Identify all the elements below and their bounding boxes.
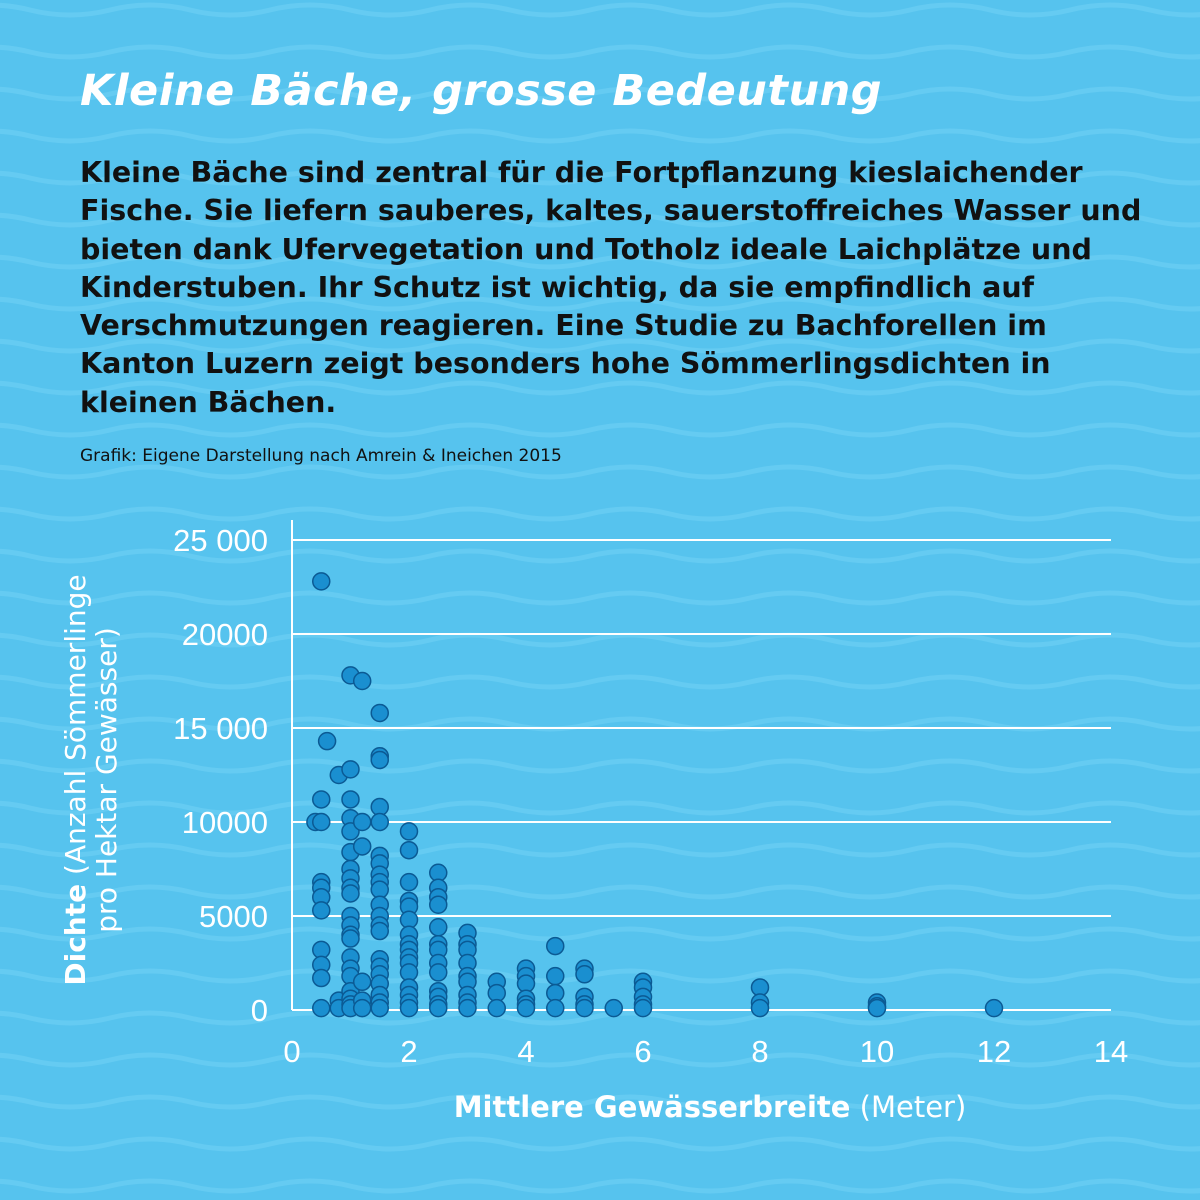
y-axis-label: Dichte (Anzahl Sömmerlinge pro Hektar Ge… [59,560,123,1000]
data-point [317,731,337,751]
x-tick-label: 0 [283,1034,300,1069]
y-axis-label-line2: pro Hektar Gewässer) [90,627,123,933]
data-point [399,840,419,860]
y-axis-label-line1: (Anzahl Sömmerlinge [59,574,92,875]
data-point [352,837,372,856]
x-axis-label: Mittlere Gewässerbreite (Meter) [300,1090,1120,1124]
y-axis-label-bold: Dichte [59,883,92,986]
data-point [352,972,372,992]
data-point [352,671,372,691]
data-point [750,998,770,1018]
data-point [312,572,331,591]
data-point [370,812,389,832]
data-point [546,936,565,956]
data-point [312,998,331,1018]
data-point [399,872,419,892]
x-tick-label: 10 [860,1034,894,1069]
data-point [458,998,477,1018]
x-tick-label: 6 [634,1034,651,1069]
source-note: Grafik: Eigene Darstellung nach Amrein &… [80,446,562,466]
x-tick-label: 2 [400,1034,417,1069]
intro-text: Kleine Bäche sind zentral für die Fortpf… [80,156,1142,419]
y-tick-label: 5000 [199,899,268,934]
data-point [312,790,331,809]
data-point [546,998,565,1018]
data-point [429,963,448,982]
data-point [399,998,419,1018]
x-tick-label: 8 [751,1034,768,1069]
x-axis-label-bold: Mittlere Gewässerbreite [453,1090,851,1124]
data-point [546,966,565,986]
data-point [370,998,389,1018]
data-point [341,760,360,779]
data-point [604,998,623,1018]
data-point [575,998,594,1018]
y-tick-label: 25 000 [173,523,268,558]
data-point [429,918,448,937]
data-point [429,895,448,914]
data-point [487,998,506,1018]
data-point [352,998,372,1018]
data-point [399,822,419,841]
data-point [341,929,360,948]
x-tick-label: 12 [977,1034,1011,1069]
y-tick-label: 0 [251,993,268,1028]
data-point [341,790,360,809]
data-point [341,884,360,903]
data-point [312,901,331,920]
data-point [352,812,372,832]
data-point [984,998,1004,1018]
data-point [429,998,448,1018]
x-axis-label-unit: (Meter) [859,1090,967,1124]
data-point [370,921,389,941]
data-point [370,703,389,723]
data-point [312,968,331,988]
y-tick-label: 10000 [182,805,268,840]
data-point [370,750,389,770]
x-tick-label: 4 [517,1034,534,1069]
data-point [312,812,331,832]
page-title: Kleine Bäche, grosse Bedeutung [80,66,882,116]
data-point [516,998,536,1018]
y-tick-label: 15 000 [173,711,268,746]
x-tick-label: 14 [1094,1034,1128,1069]
data-point [867,998,887,1018]
data-point [633,998,653,1018]
y-tick-label: 20000 [182,617,268,652]
data-point [575,965,594,984]
